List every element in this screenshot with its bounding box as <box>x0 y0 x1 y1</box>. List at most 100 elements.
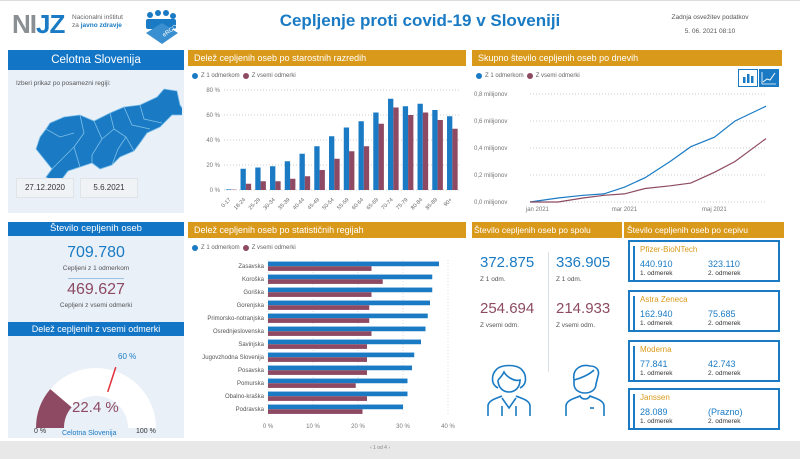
region-panel: Celotna Slovenija Izberi prikaz po posam… <box>8 50 188 213</box>
legend-dot-full <box>242 73 249 79</box>
bar-chart-icon <box>743 74 754 83</box>
x-tick-label: 10 % <box>306 424 320 430</box>
gauge-target-marker <box>107 366 117 393</box>
bar <box>270 166 276 190</box>
gauge-panel-title: Delež cepljenih z vsemi odmerki <box>8 322 184 336</box>
region-chart-panel: Delež cepljenih oseb po statističnih reg… <box>188 222 466 440</box>
x-tick-label: 30 % <box>396 424 410 430</box>
x-tick-label: mar 2021 <box>612 207 638 213</box>
y-tick-label: Obalno-kraška <box>225 394 265 400</box>
page-indicator[interactable]: ‹ 1 od 4 › <box>370 445 390 451</box>
x-tick-label: 45-49 <box>307 197 321 211</box>
y-tick-label: 0,0 milijonov <box>474 200 507 206</box>
bar <box>422 112 429 190</box>
y-tick-label: Savinjska <box>238 342 264 348</box>
gauge-chart <box>36 366 156 428</box>
bar <box>240 168 246 190</box>
vaccine-card-moderna[interactable]: Moderna 77.841 42.743 1. odmerek 2. odme… <box>628 340 780 382</box>
x-tick-label: 20 % <box>351 424 365 430</box>
x-tick-label: 90+ <box>443 197 454 208</box>
bar <box>268 313 428 319</box>
x-tick-label: 80-84 <box>410 197 424 211</box>
dose2-label: 2. odmerek <box>708 320 741 327</box>
logo-subtitle: Nacionalni inštitut za javno zdravje <box>72 14 123 30</box>
count-panel-title: Število cepljenih oseb <box>8 222 184 236</box>
bar <box>388 98 394 190</box>
bar <box>268 396 367 401</box>
dose2-label: 2. odmerek <box>708 270 741 277</box>
bar <box>319 170 325 190</box>
x-tick-label: 0 % <box>263 424 274 430</box>
bar <box>437 120 443 190</box>
series-line-dose1 <box>529 105 767 203</box>
sex-divider <box>548 252 549 372</box>
line-chart-icon <box>761 72 776 85</box>
bar <box>268 266 372 271</box>
legend-dot-dose1 <box>476 73 482 79</box>
bar <box>373 112 379 190</box>
age-chart-legend: Z 1 odmerkom Z vsemi odmerki <box>192 73 296 79</box>
prev-page-icon[interactable]: ‹ <box>370 445 372 451</box>
x-tick-label: maj 2021 <box>702 207 727 213</box>
y-tick-label: 40 % <box>206 138 220 144</box>
series-line-full <box>530 138 767 203</box>
bar <box>268 339 421 345</box>
age-bar-chart: 0 % 20 % 40 % 60 % 80 % 0-17 18-24 25-29 30-34 35… <box>206 88 460 211</box>
update-label: Zadnja osvežitev podatkov <box>671 14 749 21</box>
y-tick-label: 0,2 milijonov <box>474 173 507 179</box>
bar <box>343 127 350 190</box>
dose1-value: 440.910 <box>640 259 673 269</box>
x-tick-label: 55-59 <box>336 197 350 211</box>
bar <box>268 305 370 310</box>
card-accent <box>633 246 635 280</box>
dose1-label: Cepljeni z 1 odmerkom <box>62 265 130 272</box>
region-chart-title: Delež cepljenih oseb po statističnih reg… <box>188 222 466 238</box>
y-tick-label: Primorsko-notranjska <box>207 316 264 322</box>
bar <box>268 279 383 284</box>
y-tick-label: 0 % <box>210 188 221 194</box>
gauge-value: 22.4 % <box>72 399 119 416</box>
divider <box>68 278 124 279</box>
bar <box>268 287 433 293</box>
update-time: 5. 06. 2021 08:10 <box>684 28 736 35</box>
legend-full: Z vsemi odmerki <box>251 245 296 251</box>
female-full-count: 254.694 <box>480 300 535 317</box>
vaccine-card-pfizer[interactable]: Pfizer-BioNTech 440.910 323.110 1. odmer… <box>628 240 780 282</box>
bar <box>268 383 356 388</box>
vaccine-card-astrazeneca[interactable]: Astra Zeneca 162.940 75.685 1. odmerek 2… <box>628 290 780 332</box>
x-tick-label: 70-74 <box>381 197 395 211</box>
dose1-value: 28.089 <box>640 407 668 417</box>
bar <box>268 331 372 336</box>
date-to-field[interactable]: 5.6.2021 <box>80 178 138 198</box>
bar <box>284 161 291 190</box>
bar <box>268 404 403 410</box>
date-from-field[interactable]: 27.12.2020 <box>16 178 74 198</box>
x-tick-label: 25-29 <box>248 197 262 211</box>
logo-sub1: Nacionalni inštitut <box>72 14 123 21</box>
legend-dose1: Z 1 odmerkom <box>485 73 524 79</box>
card-accent <box>633 296 635 330</box>
bar <box>432 110 438 190</box>
gauge-target-label: 60 % <box>118 352 137 361</box>
bar <box>255 167 261 190</box>
gauge-panel: Delež cepljenih z vsemi odmerki 60 % 22.… <box>8 322 184 438</box>
vaccine-panel-title: Število cepljenih oseb po cepivu <box>624 222 784 238</box>
sex-panel-title: Število cepljenih oseb po spolu <box>472 222 622 238</box>
bar <box>268 378 408 384</box>
bar <box>268 409 363 414</box>
female-dose1-label: Z 1 odm. <box>480 276 506 283</box>
age-chart-panel: Delež cepljenih oseb po starostnih razre… <box>188 50 466 214</box>
y-tick-label: Podravska <box>236 407 265 413</box>
page-navigation-bar: ‹ 1 od 4 › <box>0 441 800 459</box>
gauge-max-label: 100 % <box>136 428 156 435</box>
dose2-label: 2. odmerek <box>708 418 741 425</box>
vaccine-card-janssen[interactable]: Janssen 28.089 (Prazno) 1. odmerek 2. od… <box>628 388 780 430</box>
slovenia-map[interactable] <box>22 85 188 185</box>
legend-full: Z vsemi odmerki <box>535 73 580 79</box>
next-page-icon[interactable]: › <box>388 445 391 451</box>
male-full-count: 214.933 <box>556 300 611 317</box>
daily-chart-title: Skupno število cepljenih oseb po dnevih <box>472 50 782 66</box>
bar-view-button[interactable] <box>738 69 758 87</box>
female-dose1-count: 372.875 <box>480 254 535 271</box>
line-view-button[interactable] <box>759 69 779 87</box>
